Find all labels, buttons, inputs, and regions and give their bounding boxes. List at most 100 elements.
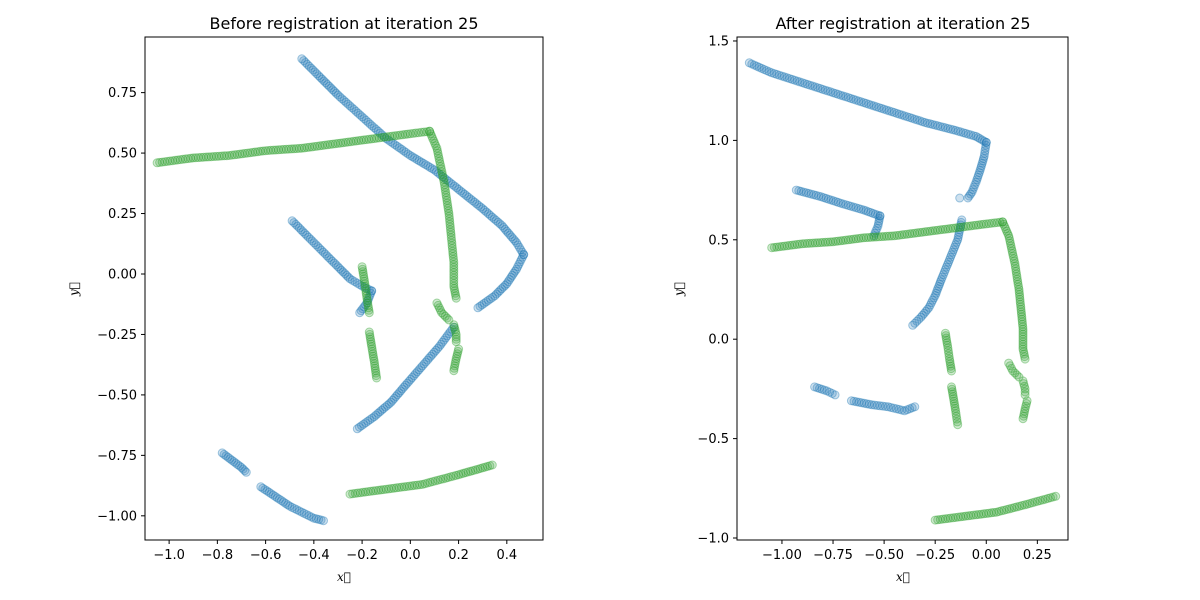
x-axis-label: x⃗ xyxy=(896,570,910,584)
data-point xyxy=(367,286,377,296)
data-point xyxy=(866,232,876,242)
data-point xyxy=(311,240,321,250)
data-point xyxy=(256,482,266,492)
data-point xyxy=(897,405,907,415)
data-point xyxy=(851,203,861,213)
data-point xyxy=(416,363,426,373)
data-point xyxy=(826,195,836,205)
data-point xyxy=(449,254,458,264)
data-point xyxy=(1051,491,1061,501)
data-point xyxy=(362,284,372,293)
data-point xyxy=(377,133,387,142)
data-point xyxy=(866,100,876,110)
data-point xyxy=(271,145,281,155)
data-point xyxy=(811,190,821,200)
data-point xyxy=(299,56,309,66)
data-point xyxy=(453,346,463,356)
data-point xyxy=(787,240,797,250)
data-point xyxy=(429,136,439,146)
data-point xyxy=(394,483,404,492)
data-point xyxy=(366,486,376,496)
data-point xyxy=(444,329,454,339)
data-point xyxy=(971,220,981,230)
data-point xyxy=(884,106,894,116)
data-point xyxy=(963,221,973,231)
data-point xyxy=(183,154,193,164)
data-point xyxy=(377,130,387,140)
data-point xyxy=(849,94,858,104)
data-point xyxy=(361,286,371,296)
data-point xyxy=(363,487,373,497)
data-point xyxy=(371,410,381,420)
data-point xyxy=(952,414,962,424)
data-point xyxy=(841,200,851,210)
y-axis-ticks: −1.00 −0.75 −0.50 −0.25 0.00 0.25 0.50 0.75 xyxy=(97,86,145,524)
data-point xyxy=(1004,233,1014,243)
data-point xyxy=(857,398,867,408)
data-point xyxy=(861,233,871,243)
data-point xyxy=(436,339,446,349)
data-point xyxy=(360,282,369,292)
data-point xyxy=(374,133,384,143)
data-point xyxy=(444,176,453,186)
data-point xyxy=(449,273,459,283)
data-point xyxy=(1012,370,1022,380)
data-point xyxy=(395,130,405,140)
data-point xyxy=(879,232,889,241)
data-point xyxy=(1030,497,1040,507)
data-point xyxy=(381,134,391,144)
data-point xyxy=(762,66,772,76)
data-point xyxy=(391,392,401,401)
data-point xyxy=(900,406,909,416)
data-point xyxy=(448,249,458,259)
data-point xyxy=(291,219,301,229)
data-point xyxy=(947,250,956,260)
data-point xyxy=(446,327,455,336)
data-point xyxy=(871,102,881,112)
data-point xyxy=(317,245,327,255)
data-point xyxy=(870,228,880,238)
data-point xyxy=(955,193,965,203)
data-point xyxy=(325,139,335,149)
data-point xyxy=(448,471,458,481)
data-point xyxy=(952,237,962,247)
data-point xyxy=(306,63,316,73)
data-point xyxy=(966,221,976,231)
data-point xyxy=(974,168,984,178)
data-point xyxy=(944,349,954,358)
data-point xyxy=(361,288,371,298)
data-point xyxy=(1015,294,1025,304)
data-point xyxy=(513,240,523,250)
data-point xyxy=(281,498,291,508)
data-point xyxy=(454,344,464,354)
data-point xyxy=(953,235,963,245)
data-point xyxy=(836,90,846,100)
data-point xyxy=(878,401,888,411)
data-point xyxy=(979,509,989,519)
data-point xyxy=(261,146,271,156)
data-point xyxy=(168,156,178,166)
data-point xyxy=(854,234,864,243)
data-point xyxy=(1012,269,1021,279)
data-point xyxy=(864,233,874,242)
data-point xyxy=(515,257,525,267)
data-point xyxy=(1019,409,1029,419)
data-point xyxy=(365,415,375,425)
data-point xyxy=(953,232,963,242)
data-point xyxy=(304,511,314,521)
data-point xyxy=(476,202,486,212)
data-point xyxy=(390,140,400,150)
data-point xyxy=(363,416,373,426)
data-point xyxy=(872,401,882,410)
data-point xyxy=(1018,337,1028,347)
data-point xyxy=(754,62,764,72)
data-point xyxy=(1004,504,1014,514)
data-point xyxy=(462,191,472,201)
data-point xyxy=(940,514,950,524)
y-axis-ticks: −1.0 −0.5 0.0 0.5 1.0 1.5 xyxy=(697,34,737,547)
data-point xyxy=(463,467,473,477)
data-point xyxy=(371,366,380,376)
data-point xyxy=(836,236,846,246)
data-point xyxy=(287,144,296,154)
data-point xyxy=(451,354,461,364)
